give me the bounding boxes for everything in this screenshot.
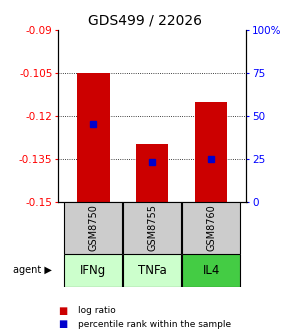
Text: ■: ■ (58, 319, 67, 329)
Bar (195, 102, 227, 202)
Text: IFNg: IFNg (80, 264, 106, 277)
Bar (64, 202, 122, 254)
Bar (136, 144, 168, 202)
Text: ■: ■ (58, 306, 67, 316)
Bar (64, 254, 122, 287)
Text: IL4: IL4 (202, 264, 220, 277)
Text: log ratio: log ratio (78, 306, 116, 315)
Bar (182, 254, 240, 287)
Text: GDS499 / 22026: GDS499 / 22026 (88, 13, 202, 28)
Bar (123, 254, 181, 287)
Text: GSM8760: GSM8760 (206, 204, 216, 251)
Bar (182, 202, 240, 254)
Text: GSM8755: GSM8755 (147, 204, 157, 251)
Text: TNFa: TNFa (138, 264, 167, 277)
Bar (123, 202, 181, 254)
Text: GSM8750: GSM8750 (88, 204, 98, 251)
Text: percentile rank within the sample: percentile rank within the sample (78, 320, 231, 329)
Bar (77, 73, 110, 202)
Text: agent ▶: agent ▶ (13, 265, 52, 276)
